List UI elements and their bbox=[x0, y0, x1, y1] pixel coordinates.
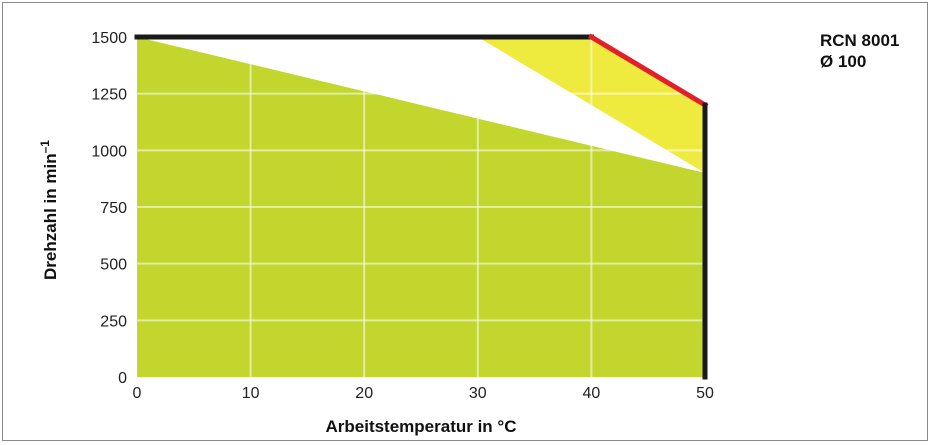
y-tick-labels: 0 250 500 750 1000 1250 1500 bbox=[91, 30, 127, 387]
y-axis-title-superscript: –1 bbox=[38, 140, 52, 154]
product-diameter: Ø 100 bbox=[820, 52, 867, 71]
x-tick-label: 0 bbox=[133, 385, 142, 402]
y-axis-title: Drehzahl in min–1 bbox=[38, 140, 60, 280]
x-tick-label: 40 bbox=[583, 385, 601, 402]
chart-boundary bbox=[134, 33, 709, 380]
x-tick-label: 20 bbox=[355, 385, 373, 402]
y-tick-label: 1500 bbox=[91, 30, 127, 47]
x-tick-label: 50 bbox=[696, 385, 714, 402]
y-axis-title-text: Drehzahl in min bbox=[41, 153, 60, 280]
x-tick-label: 30 bbox=[469, 385, 487, 402]
product-label: RCN 8001 Ø 100 bbox=[820, 30, 899, 72]
x-tick-label: 10 bbox=[242, 385, 260, 402]
derating-line bbox=[587, 33, 709, 109]
y-tick-label: 750 bbox=[100, 200, 127, 217]
product-model: RCN 8001 bbox=[820, 31, 900, 50]
x-axis-title: Arbeitstemperatur in °C bbox=[325, 417, 516, 436]
y-tick-label: 1250 bbox=[91, 87, 127, 104]
y-tick-label: 500 bbox=[100, 257, 127, 274]
y-tick-label: 0 bbox=[118, 370, 127, 387]
y-tick-label: 250 bbox=[100, 313, 127, 330]
x-tick-labels: 0 10 20 30 40 50 bbox=[133, 385, 714, 402]
y-tick-label: 1000 bbox=[91, 143, 127, 160]
chart-grid bbox=[137, 37, 705, 377]
